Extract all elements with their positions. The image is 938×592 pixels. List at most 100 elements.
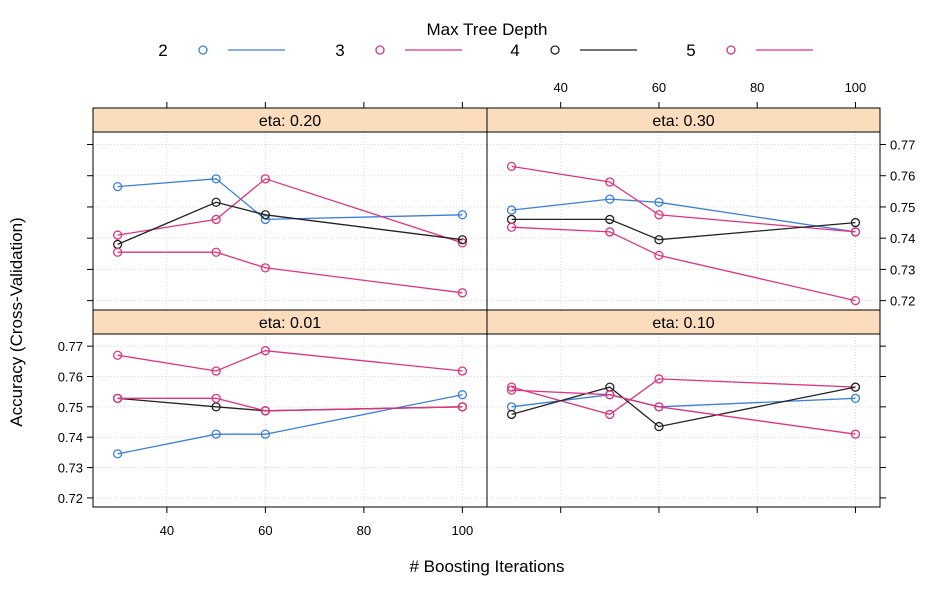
point-br-depth-5-1 xyxy=(605,390,615,400)
point-br-depth-5-0 xyxy=(506,385,517,395)
point-br-depth-4-3 xyxy=(850,382,861,392)
point-tl-depth-2-3 xyxy=(457,210,468,220)
point-tr-depth-3-2 xyxy=(654,210,664,220)
legend-marker-2 xyxy=(198,45,208,55)
point-tr-depth-5-0 xyxy=(506,222,517,232)
point-br-depth-2-3 xyxy=(850,393,861,403)
strip-tr xyxy=(486,107,881,133)
strip-bl xyxy=(92,309,488,335)
point-tr-depth-2-0 xyxy=(506,205,517,215)
grid-layer xyxy=(93,132,880,507)
point-tr-depth-2-2 xyxy=(654,197,664,207)
strip-label-br: eta: 0.10 xyxy=(652,315,714,332)
point-bl-depth-3-1 xyxy=(211,366,221,376)
point-tl-depth-5-1 xyxy=(211,247,221,257)
series-line-tr-depth-3 xyxy=(511,165,856,233)
y-tick-label-right-3: 0.75 xyxy=(890,200,915,215)
point-tr-depth-3-3 xyxy=(850,227,861,237)
point-tr-depth-4-2 xyxy=(654,235,664,245)
point-tl-depth-2-0 xyxy=(112,181,123,192)
strip-label-tr: eta: 0.30 xyxy=(652,113,714,130)
point-tr-depth-4-3 xyxy=(850,217,861,228)
strip-label-tl: eta: 0.20 xyxy=(259,113,321,130)
point-tr-depth-3-1 xyxy=(605,177,615,187)
panel-frame-tr xyxy=(486,131,881,311)
point-tl-depth-2-1 xyxy=(211,174,221,184)
panel-frame-br xyxy=(486,333,881,508)
point-br-depth-3-1 xyxy=(605,409,615,420)
series-line-br-depth-5 xyxy=(511,389,856,435)
point-tr-depth-3-0 xyxy=(506,161,517,172)
point-bl-depth-2-2 xyxy=(260,429,271,439)
x-tick-label-bottom-0: 40 xyxy=(160,523,174,538)
legend-marker-5 xyxy=(726,45,736,55)
point-bl-depth-3-0 xyxy=(112,350,123,360)
series-line-tl-depth-2 xyxy=(117,178,463,221)
series-line-bl-depth-3 xyxy=(117,350,463,372)
point-bl-depth-2-1 xyxy=(211,429,221,439)
point-tl-depth-4-2 xyxy=(260,210,271,220)
y-tick-label-right-1: 0.73 xyxy=(890,262,915,277)
point-bl-depth-5-3 xyxy=(457,402,468,412)
point-tl-depth-3-2 xyxy=(260,174,271,184)
legend-label-4: 4 xyxy=(510,41,519,60)
series-line-tl-depth-4 xyxy=(117,201,463,245)
point-tl-depth-5-2 xyxy=(260,263,271,273)
y-tick-label-right-4: 0.76 xyxy=(890,169,915,184)
point-tr-depth-5-2 xyxy=(654,250,664,261)
panel-frame-tl xyxy=(92,131,488,311)
point-tl-depth-4-1 xyxy=(211,197,221,207)
point-tl-depth-5-0 xyxy=(112,247,123,257)
point-tl-depth-3-0 xyxy=(112,230,123,240)
series-line-bl-depth-2 xyxy=(117,394,463,455)
y-tick-label-left-5: 0.77 xyxy=(58,339,83,354)
series-line-tr-depth-2 xyxy=(511,198,856,233)
legend-label-3: 3 xyxy=(335,41,344,60)
point-bl-depth-2-0 xyxy=(112,449,123,459)
strip-br xyxy=(486,309,881,335)
x-axis-label: # Boosting Iterations xyxy=(410,557,565,576)
point-bl-depth-3-2 xyxy=(260,346,271,356)
point-tl-depth-4-3 xyxy=(457,235,468,245)
y-axis-label: Accuracy (Cross-Validation) xyxy=(7,217,26,426)
point-bl-depth-3-3 xyxy=(457,366,468,376)
series-layer xyxy=(112,161,861,459)
panel-frame-bl xyxy=(92,333,488,508)
legend: Max Tree Depth 2 3 4 5 xyxy=(158,20,813,60)
point-bl-depth-5-0 xyxy=(112,393,123,403)
point-br-depth-3-2 xyxy=(654,374,664,384)
point-tl-depth-5-3 xyxy=(457,288,468,298)
y-tick-label-left-3: 0.75 xyxy=(58,400,83,415)
series-line-br-depth-2 xyxy=(511,394,856,408)
y-tick-label-right-0: 0.72 xyxy=(890,294,915,309)
series-line-br-depth-3 xyxy=(511,378,856,416)
legend-marker-4 xyxy=(550,45,560,55)
x-tick-label-bottom-3: 100 xyxy=(452,523,474,538)
frame-layer: eta: 0.20 eta: 0.30 eta: 0.01 eta: 0.10 xyxy=(92,107,881,508)
series-line-br-depth-4 xyxy=(511,386,856,428)
legend-marker-3 xyxy=(375,45,385,55)
point-tr-depth-5-3 xyxy=(850,295,861,306)
axis-layer: 40 60 80 100 40 60 80 100 0.72 0.72 0.73 0.73 0.74 0.… xyxy=(58,80,916,538)
y-tick-label-right-2: 0.74 xyxy=(890,231,915,246)
y-tick-label-right-5: 0.77 xyxy=(890,137,915,152)
series-line-bl-depth-5 xyxy=(117,397,463,412)
point-tl-depth-3-1 xyxy=(211,214,221,225)
x-tick-label-bottom-1: 60 xyxy=(258,523,272,538)
point-tr-depth-5-1 xyxy=(605,227,615,237)
strip-tl xyxy=(92,107,488,133)
y-tick-label-left-2: 0.74 xyxy=(58,430,83,445)
point-tr-depth-4-1 xyxy=(605,214,615,225)
y-tick-label-left-0: 0.72 xyxy=(58,491,83,506)
series-line-tl-depth-5 xyxy=(117,251,463,294)
point-bl-depth-5-1 xyxy=(211,393,221,403)
y-tick-label-left-1: 0.73 xyxy=(58,461,83,476)
x-tick-label-top-2: 80 xyxy=(750,80,764,95)
x-tick-label-top-1: 60 xyxy=(652,80,666,95)
x-tick-label-top-3: 100 xyxy=(845,80,867,95)
point-bl-depth-5-2 xyxy=(260,406,271,416)
point-br-depth-4-2 xyxy=(654,421,664,432)
legend-label-5: 5 xyxy=(686,41,695,60)
series-line-tr-depth-4 xyxy=(511,218,856,241)
series-line-tr-depth-5 xyxy=(511,226,856,302)
